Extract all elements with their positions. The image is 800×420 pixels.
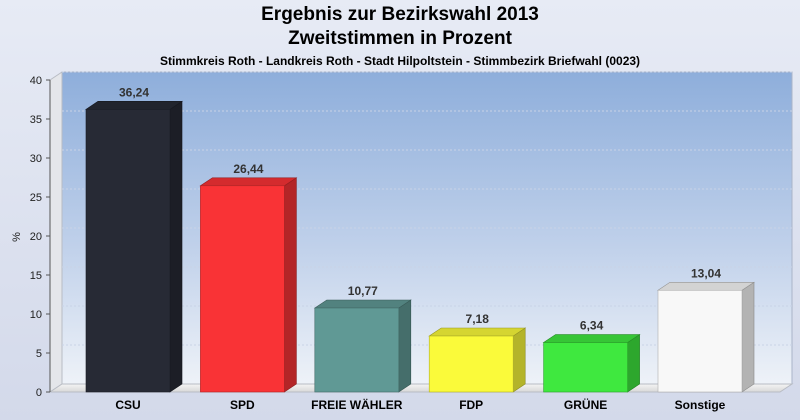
x-tick-label: GRÜNE	[564, 397, 607, 412]
y-tick-label: 20	[30, 231, 42, 243]
bar-side	[627, 333, 640, 393]
bar-side	[398, 299, 412, 393]
x-tick-label: FDP	[459, 398, 483, 412]
bar	[200, 185, 285, 393]
data-label: 36,24	[119, 85, 149, 99]
x-tick-label: Sonstige	[675, 398, 726, 412]
x-tick-label: CSU	[115, 398, 140, 412]
bar-top	[657, 281, 755, 291]
chart-subtitle: Stimmkreis Roth - Landkreis Roth - Stadt…	[159, 54, 641, 68]
bar	[543, 342, 628, 393]
bar-group	[85, 100, 183, 393]
x-tick-label: FREIE WÄHLER	[311, 397, 403, 412]
bar	[428, 335, 514, 393]
data-label: 10,77	[348, 284, 378, 298]
bar-side	[741, 281, 755, 393]
bar-top	[313, 299, 412, 309]
data-label: 6,34	[580, 319, 604, 333]
data-label: 7,18	[466, 312, 490, 326]
y-tick-label: 0	[36, 387, 42, 399]
y-tick-label: 40	[30, 75, 42, 87]
bar-top	[428, 327, 527, 337]
plot-side-wall	[49, 71, 63, 393]
bar	[314, 307, 400, 393]
data-label: 13,04	[691, 266, 721, 280]
bar-group	[428, 327, 527, 393]
y-tick-label: 10	[30, 309, 42, 321]
bar-top	[85, 101, 183, 110]
bar	[657, 289, 743, 393]
chart-title: Ergebnis zur Bezirkswahl 2013	[261, 4, 539, 25]
y-tick-label: 5	[36, 348, 42, 360]
bar	[85, 109, 171, 393]
y-tick-label: 15	[30, 270, 42, 282]
y-axis-label: %	[11, 232, 23, 242]
bar-top	[199, 177, 298, 187]
bar-side	[284, 177, 297, 393]
bar-side	[512, 327, 526, 393]
bar-group	[313, 299, 412, 393]
bar-group	[199, 177, 298, 393]
y-tick-label: 25	[30, 192, 42, 204]
bar-side	[169, 100, 183, 393]
data-label: 26,44	[233, 162, 263, 176]
bar-top	[542, 334, 641, 343]
chart-title-line-2: Zweitstimmen in Prozent	[288, 28, 512, 49]
bar-group	[542, 333, 641, 393]
y-tick-label: 30	[30, 153, 42, 165]
bar-group	[657, 281, 755, 393]
x-tick-label: SPD	[230, 398, 255, 412]
y-tick-label: 35	[30, 114, 42, 126]
